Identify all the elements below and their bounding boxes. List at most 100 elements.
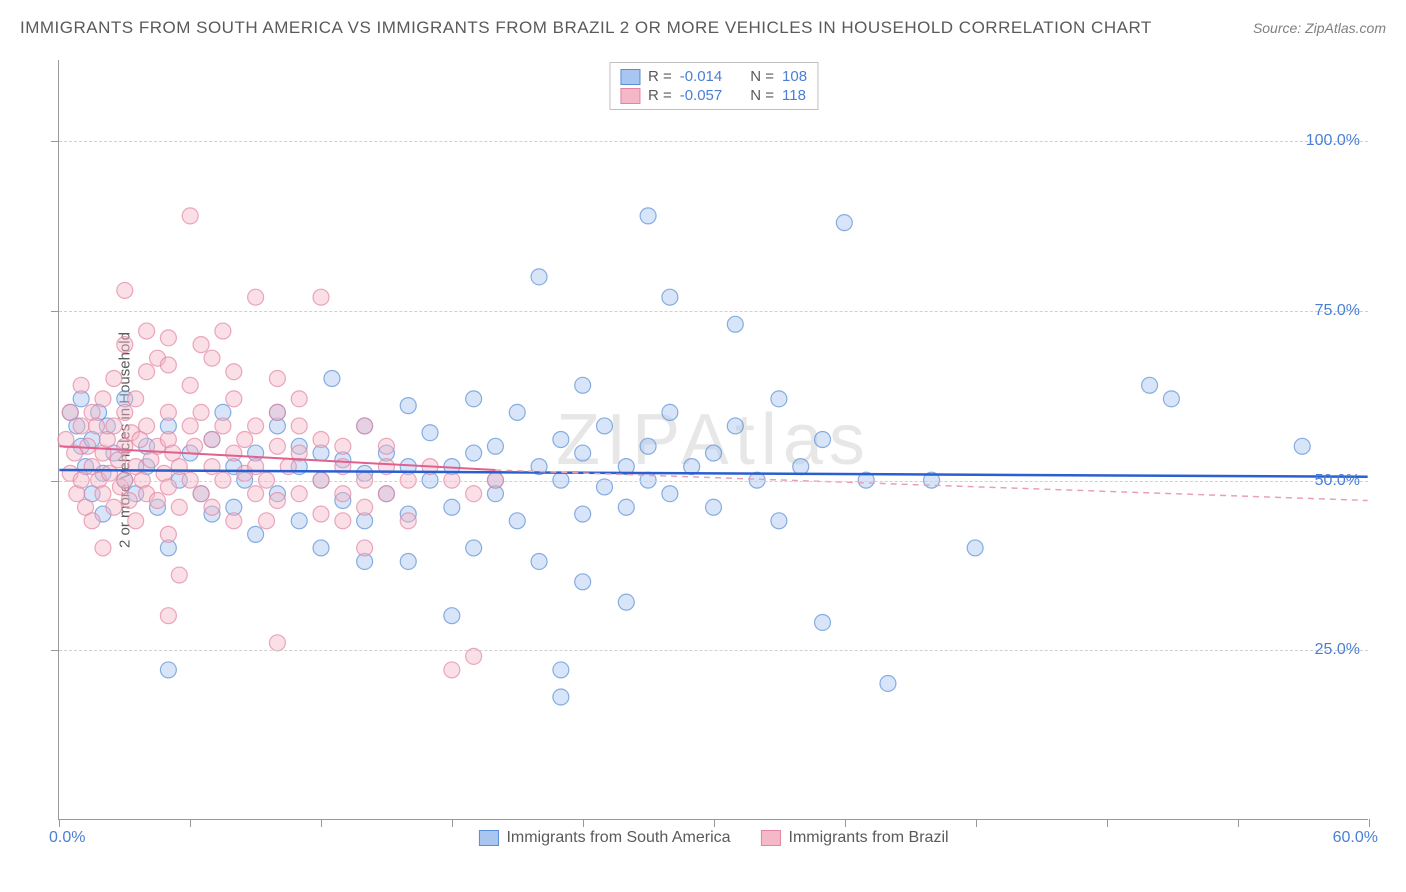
data-point [73,418,89,434]
data-point [215,418,231,434]
data-point [400,513,416,529]
x-tick [1107,819,1108,827]
data-point [139,364,155,380]
x-tick [845,819,846,827]
data-point [95,486,111,502]
data-point [204,350,220,366]
data-point [128,513,144,529]
y-tick-label: 50.0% [1315,472,1360,490]
data-point [706,445,722,461]
data-point [226,391,242,407]
data-point [84,513,100,529]
data-point [880,675,896,691]
data-point [836,215,852,231]
x-tick [452,819,453,827]
data-point [1294,438,1310,454]
legend-top-row-0: R = -0.014 N = 108 [620,67,807,86]
data-point [313,289,329,305]
data-point [357,499,373,515]
legend-bottom-item-0: Immigrants from South America [478,829,730,847]
scatter-svg [59,60,1368,819]
legend-bottom-item-1: Immigrants from Brazil [761,829,949,847]
data-point [313,506,329,522]
legend-swatch-blue [478,830,498,846]
n-value: 108 [782,68,807,85]
data-point [422,425,438,441]
title-bar: IMMIGRANTS FROM SOUTH AMERICA VS IMMIGRA… [20,18,1386,38]
y-tick-label: 100.0% [1306,132,1360,150]
data-point [269,493,285,509]
data-point [121,493,137,509]
x-tick [583,819,584,827]
data-point [662,404,678,420]
data-point [357,540,373,556]
data-point [444,608,460,624]
x-tick [1369,819,1370,827]
data-point [237,432,253,448]
data-point [466,486,482,502]
data-point [335,513,351,529]
data-point [400,553,416,569]
data-point [193,404,209,420]
data-point [204,499,220,515]
data-point [400,398,416,414]
data-point [553,689,569,705]
data-point [215,323,231,339]
data-point [466,540,482,556]
data-point [1163,391,1179,407]
data-point [139,323,155,339]
legend-bottom: Immigrants from South America Immigrants… [478,829,948,847]
data-point [815,614,831,630]
x-tick [976,819,977,827]
data-point [509,404,525,420]
data-point [269,635,285,651]
data-point [727,418,743,434]
data-point [466,391,482,407]
data-point [226,445,242,461]
x-axis-label-max: 60.0% [1333,829,1378,847]
data-point [106,499,122,515]
legend-swatch-pink [620,88,640,104]
gridline [59,650,1368,651]
data-point [313,432,329,448]
data-point [193,486,209,502]
data-point [313,540,329,556]
data-point [204,432,220,448]
data-point [160,526,176,542]
data-point [269,438,285,454]
data-point [226,364,242,380]
data-point [444,662,460,678]
data-point [531,269,547,285]
data-point [596,418,612,434]
data-point [335,486,351,502]
r-value: -0.014 [680,68,723,85]
legend-label: Immigrants from Brazil [789,829,949,847]
data-point [160,404,176,420]
plot-area: 2 or more Vehicles in Household ZIPAtlas… [58,60,1368,820]
data-point [706,499,722,515]
data-point [160,357,176,373]
data-point [640,208,656,224]
data-point [487,438,503,454]
data-point [182,377,198,393]
data-point [248,486,264,502]
data-point [618,594,634,610]
data-point [378,438,394,454]
data-point [117,404,133,420]
data-point [575,506,591,522]
data-point [324,371,340,387]
x-axis-label-min: 0.0% [49,829,85,847]
r-label: R = [648,87,672,104]
gridline [59,141,1368,142]
y-tick [51,141,59,142]
data-point [967,540,983,556]
legend-swatch-pink [761,830,781,846]
data-point [640,438,656,454]
data-point [575,445,591,461]
data-point [193,337,209,353]
data-point [291,513,307,529]
data-point [117,337,133,353]
data-point [662,486,678,502]
data-point [509,513,525,529]
data-point [357,418,373,434]
